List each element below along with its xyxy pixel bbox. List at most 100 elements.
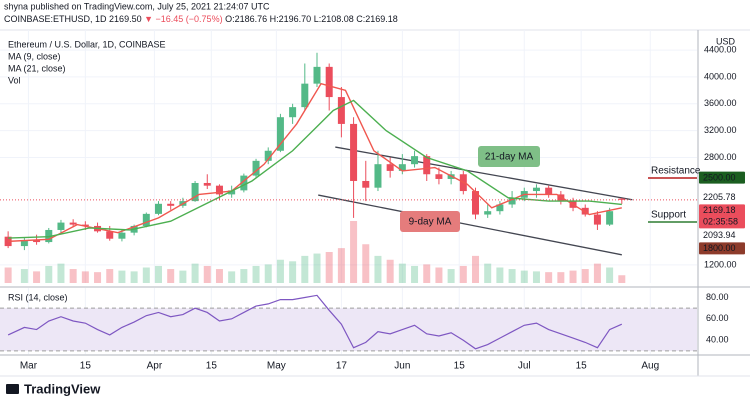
ma-line <box>8 99 622 239</box>
volume-bar <box>581 269 589 283</box>
x-tick-label: 15 <box>576 361 588 372</box>
y-tick-label: 4400.00 <box>704 44 737 54</box>
candle-body <box>264 150 272 161</box>
level-text: Support <box>651 210 686 221</box>
x-tick-label: Jun <box>394 361 410 372</box>
candle-body <box>545 187 553 195</box>
candle-body <box>240 175 248 191</box>
symbol: COINBASE:ETHUSD, 1D 2169.50 ▼ −16.45 (−0… <box>4 14 398 24</box>
price-label-bg <box>699 191 745 204</box>
volume-bar <box>106 269 114 283</box>
volume-bar <box>411 265 419 283</box>
annotation-text: 21-day MA <box>485 152 534 163</box>
candle-body <box>4 236 12 247</box>
footer-logo: TradingView <box>6 381 101 396</box>
x-tick-label: 17 <box>336 361 348 372</box>
price-label-bg <box>699 204 745 229</box>
price-label: 2093.94 <box>703 230 736 240</box>
currency: USD <box>716 36 736 46</box>
x-tick-label: Mar <box>20 361 38 372</box>
annotation-text: 9-day MA <box>409 217 452 228</box>
volume-bar <box>459 265 467 283</box>
y-tick-label: 1200.00 <box>704 259 737 269</box>
candle-body <box>472 191 480 215</box>
candle-body <box>106 231 114 239</box>
rsi-band <box>0 308 697 351</box>
volume-bar <box>118 270 126 283</box>
candle-body <box>508 197 516 205</box>
candle-body <box>484 211 492 215</box>
candle-body <box>337 97 345 124</box>
volume-bar <box>69 269 77 283</box>
volume-bar <box>606 267 614 283</box>
candle-body <box>362 180 370 188</box>
volume-bar <box>264 264 272 283</box>
x-tick-label: Jul <box>518 361 531 372</box>
volume-bar <box>313 253 321 283</box>
rsi-legend: RSI (14, close) <box>8 292 68 302</box>
open: O:2186.76 <box>225 14 267 24</box>
candle-body <box>593 214 601 225</box>
candle-body <box>411 156 419 165</box>
legend-entry: MA (9, close) <box>8 51 61 61</box>
price-label-bg <box>699 171 745 184</box>
volume-bar <box>155 265 163 283</box>
candle-body <box>313 66 321 84</box>
volume-bar <box>130 271 138 283</box>
candle-body <box>69 222 77 225</box>
volume-bar <box>557 272 565 283</box>
volume-bar <box>179 270 187 283</box>
volume-bar <box>337 248 345 283</box>
candle-body <box>118 232 126 239</box>
candle-body <box>423 156 431 175</box>
candle-body <box>606 211 614 225</box>
candle-body <box>203 182 211 186</box>
volume-bar <box>374 255 382 283</box>
candle-body <box>289 107 297 118</box>
volume-bar <box>508 269 516 283</box>
volume-bar <box>276 259 284 283</box>
candle-body <box>350 123 358 181</box>
volume-bar <box>484 263 492 283</box>
volume-bar <box>228 271 236 283</box>
volume-bar <box>520 270 528 283</box>
candle-body <box>142 213 150 226</box>
candle-body <box>81 224 89 226</box>
volume-bar <box>325 252 333 283</box>
volume-bar <box>57 263 65 283</box>
chart-title: Ethereum / U.S. Dollar, 1D, COINBASE <box>8 39 166 49</box>
volume-bar <box>45 265 53 283</box>
high: H:2196.70 <box>270 14 312 24</box>
level-text: Resistance <box>651 166 701 177</box>
volume-bar <box>4 267 12 283</box>
volume-bar <box>191 263 199 283</box>
x-tick-label: 15 <box>454 361 466 372</box>
volume-bar <box>94 272 102 283</box>
price-label: 2500.00 <box>703 172 736 182</box>
rsi-tick-label: 60.00 <box>706 313 729 323</box>
volume-bar <box>496 267 504 283</box>
volume-bar <box>435 267 443 283</box>
rsi-line <box>7 294 623 350</box>
candle-body <box>252 160 260 176</box>
low: L:2108.08 <box>314 14 354 24</box>
volume-bar <box>545 272 553 283</box>
legend-entry: MA (21, close) <box>8 63 66 73</box>
volume-bar <box>252 265 260 283</box>
candle-body <box>435 174 443 179</box>
channel-line <box>318 194 622 256</box>
volume-bar <box>386 259 394 283</box>
y-tick-label: 3600.00 <box>704 98 737 108</box>
last-price: 2169.50 <box>109 14 142 24</box>
volume-bar <box>301 255 309 283</box>
candle-body <box>557 194 565 202</box>
annotation-box <box>478 146 540 167</box>
volume-bar <box>289 261 297 283</box>
candle-body <box>374 164 382 188</box>
price-label-time: 02:35:58 <box>703 217 738 227</box>
volume-bar <box>447 269 455 283</box>
candle-body <box>386 164 394 171</box>
volume-bar <box>20 269 28 283</box>
rsi-tick-label: 40.00 <box>706 335 729 345</box>
